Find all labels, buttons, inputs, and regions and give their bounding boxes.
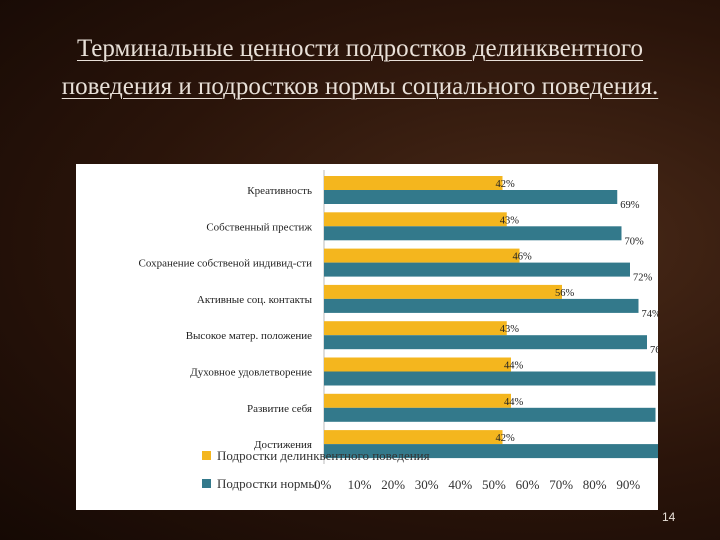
bar-series1-4 (324, 284, 562, 299)
data-label-series2-1: 69% (620, 200, 640, 211)
category-label-3: Сохранение собственой индивид-сти (139, 258, 313, 270)
data-label-series1-5: 43% (500, 324, 520, 335)
x-tick-label-10: 90% (616, 477, 640, 492)
bar-series1-7 (324, 393, 511, 408)
bar-series1-2 (324, 212, 507, 227)
data-label-series1-6: 44% (504, 361, 524, 372)
bar-series1-1 (324, 176, 503, 190)
bar-series2-8 (324, 444, 658, 459)
x-tick-label-7: 60% (516, 477, 540, 492)
category-label-6: Духовное удовлетворение (190, 367, 312, 379)
data-label-series1-2: 43% (500, 215, 520, 226)
x-tick-label-1: 0% (314, 477, 332, 492)
data-label-series1-7: 44% (504, 397, 524, 408)
category-label-8: Достижения (254, 439, 312, 451)
bar-series1-8 (324, 430, 503, 445)
x-tick-label-2: 10% (348, 477, 372, 492)
data-label-series2-5: 76% (650, 345, 658, 356)
data-label-series2-4: 74% (642, 309, 659, 320)
category-label-5: Высокое матер. положение (186, 330, 312, 342)
category-label-1: Креативность (247, 185, 312, 197)
x-tick-label-3: 20% (381, 477, 405, 492)
x-tick-label-8: 70% (549, 477, 573, 492)
bar-series1-6 (324, 357, 511, 372)
data-label-series1-1: 42% (496, 179, 516, 190)
bar-series2-6 (324, 371, 656, 386)
bar-series2-4 (324, 298, 639, 313)
chart-panel: 42% 69% Креативность 43% 70% Собственный прес… (76, 164, 658, 510)
bar-series2-5 (324, 335, 647, 350)
category-label-7: Развитие себя (247, 403, 312, 415)
category-label-4: Активные соц. контакты (197, 294, 313, 306)
data-label-series1-8: 42% (496, 433, 516, 444)
bar-series1-5 (324, 321, 507, 336)
x-tick-label-9: 80% (583, 477, 607, 492)
slide-number: 14 (662, 510, 676, 524)
slide-title: Терминальные ценности подростков делинкв… (61, 35, 659, 100)
legend-swatch-series1 (202, 451, 211, 460)
data-label-series2-2: 70% (625, 236, 645, 247)
data-label-series1-4: 56% (555, 288, 575, 299)
x-tick-label-5: 40% (448, 477, 472, 492)
bar-series2-2 (324, 226, 622, 241)
x-tick-label-4: 30% (415, 477, 439, 492)
bar-series1-3 (324, 248, 520, 263)
bar-series2-3 (324, 262, 630, 277)
legend-label-series1: Подростки делинквентного поведения (217, 448, 430, 463)
bar-chart: 42% 69% Креативность 43% 70% Собственный прес… (139, 170, 659, 492)
data-label-series2-3: 72% (633, 273, 653, 284)
legend-swatch-series2 (202, 479, 211, 488)
bar-series2-1 (324, 190, 618, 204)
data-label-series1-3: 46% (513, 252, 533, 263)
legend-label-series2: Подростки нормы (217, 476, 317, 491)
bar-series2-7 (324, 407, 656, 422)
category-label-2: Собственный престиж (206, 221, 312, 233)
x-tick-label-6: 50% (482, 477, 506, 492)
